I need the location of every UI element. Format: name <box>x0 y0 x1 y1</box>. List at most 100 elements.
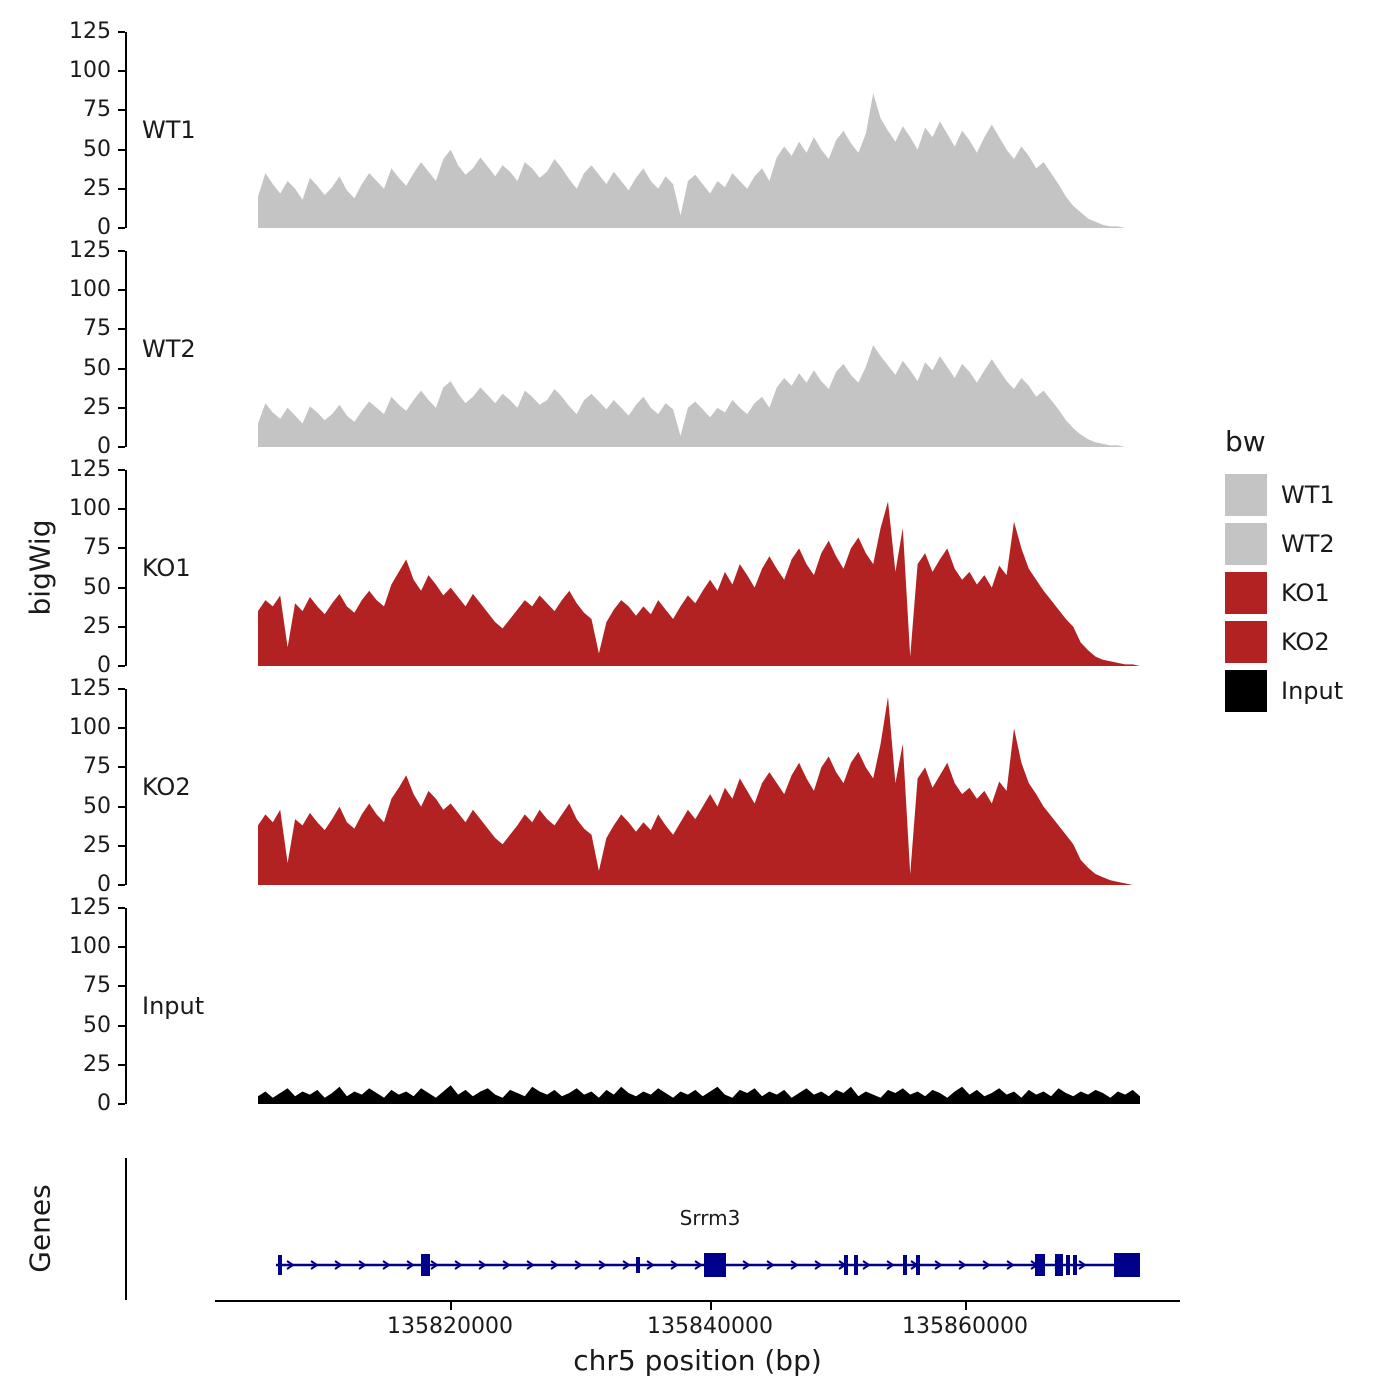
y-tick-mark <box>118 406 125 409</box>
coverage-area-ko1 <box>258 501 1140 666</box>
legend-swatch <box>1225 474 1267 516</box>
track-panel: 0 25 50 75 100 125 WT1 <box>0 19 1180 240</box>
x-tick-mark <box>710 1302 713 1310</box>
y-axis: 0 25 50 75 100 125 <box>0 19 127 240</box>
y-tick-label: 75 <box>83 535 111 561</box>
strand-arrow-icon <box>358 1260 367 1270</box>
y-tick-label: 50 <box>83 136 111 162</box>
strand-arrow-icon <box>310 1260 319 1270</box>
y-tick-label: 0 <box>97 653 111 678</box>
legend-label: KO1 <box>1281 579 1330 607</box>
track-panel: 0 25 50 75 100 125 KO1 <box>0 457 1180 678</box>
strand-arrow-icon <box>382 1260 391 1270</box>
y-tick-mark <box>118 884 125 886</box>
y-tick-mark <box>118 766 125 769</box>
track-plot <box>258 32 1140 228</box>
strand-arrow-icon <box>670 1260 679 1270</box>
y-axis: 0 25 50 75 100 125 <box>0 895 127 1116</box>
exon-box <box>421 1254 430 1276</box>
strand-arrow-icon <box>790 1260 799 1270</box>
track-plot <box>258 908 1140 1104</box>
x-tick-label: 135840000 <box>647 1314 774 1339</box>
y-tick-mark <box>118 946 125 949</box>
strand-arrow-icon <box>862 1260 871 1270</box>
y-tick-mark <box>118 844 125 847</box>
y-tick-label: 0 <box>97 434 111 459</box>
y-tick-mark <box>118 1063 125 1066</box>
strand-arrow-icon <box>958 1260 967 1270</box>
y-tick-label: 50 <box>83 793 111 819</box>
y-tick-label: 75 <box>83 754 111 780</box>
y-tick-mark <box>118 227 125 229</box>
exon-box <box>1073 1255 1077 1275</box>
track-panel: 0 25 50 75 100 125 KO2 <box>0 676 1180 897</box>
x-tick-label: 135820000 <box>386 1314 513 1339</box>
y-tick-mark <box>118 1024 125 1027</box>
strand-arrow-icon <box>502 1260 511 1270</box>
exon-box <box>903 1255 907 1275</box>
y-tick-label: 25 <box>83 832 111 858</box>
strand-arrow-icon <box>982 1260 991 1270</box>
legend-item: WT1 <box>1225 474 1395 516</box>
exon-box <box>278 1255 282 1275</box>
y-tick-label: 125 <box>69 238 111 263</box>
genes-axis-line <box>125 1158 127 1300</box>
y-tick-mark <box>118 187 125 190</box>
gene-model-svg <box>276 1253 1140 1277</box>
track-plot <box>258 251 1140 447</box>
strand-arrow-icon <box>934 1260 943 1270</box>
gene-name-label: Srrm3 <box>679 1206 741 1230</box>
y-tick-label: 75 <box>83 316 111 342</box>
y-axis: 0 25 50 75 100 125 <box>0 457 127 678</box>
y-tick-mark <box>118 328 125 331</box>
y-tick-mark <box>118 367 125 370</box>
y-tick-label: 25 <box>83 1051 111 1077</box>
strand-arrow-icon <box>478 1260 487 1270</box>
exon-box <box>854 1255 858 1275</box>
legend-label: WT2 <box>1281 530 1335 558</box>
legend-item: KO2 <box>1225 621 1395 663</box>
x-tick-mark <box>964 1302 967 1310</box>
track-label: WT1 <box>142 116 196 144</box>
exon-box <box>844 1255 848 1275</box>
exon-box <box>1066 1255 1070 1275</box>
legend-swatch <box>1225 523 1267 565</box>
x-axis-title: chr5 position (bp) <box>573 1344 822 1377</box>
strand-arrow-icon <box>1078 1260 1087 1270</box>
y-tick-mark <box>118 727 125 730</box>
gene-area: Srrm3 <box>258 1158 1140 1300</box>
y-tick-mark <box>118 665 125 667</box>
y-tick-mark <box>118 985 125 988</box>
y-tick-label: 50 <box>83 1012 111 1038</box>
exon-box <box>1055 1254 1063 1276</box>
coverage-svg <box>258 1085 1140 1104</box>
track-label: KO1 <box>142 554 191 582</box>
y-tick-mark <box>118 625 125 628</box>
exon-box <box>1035 1254 1045 1276</box>
track-plot <box>258 689 1140 885</box>
y-tick-mark <box>118 508 125 511</box>
y-tick-mark <box>118 250 125 252</box>
strand-arrow-icon <box>694 1260 703 1270</box>
track-label: KO2 <box>142 773 191 801</box>
y-tick-label: 25 <box>83 394 111 420</box>
y-axis: 0 25 50 75 100 125 <box>0 676 127 897</box>
legend: bw WT1 WT2 KO1 KO2 Input <box>1225 425 1395 719</box>
y-tick-mark <box>118 148 125 151</box>
exon-box <box>636 1257 640 1273</box>
strand-arrow-icon <box>526 1260 535 1270</box>
strand-arrow-icon <box>334 1260 343 1270</box>
y-tick-label: 125 <box>69 895 111 920</box>
legend-item: WT2 <box>1225 523 1395 565</box>
strand-arrow-icon <box>886 1260 895 1270</box>
track-label: Input <box>142 992 205 1020</box>
track-panel: 0 25 50 75 100 125 Input <box>0 895 1180 1116</box>
y-tick-label: 125 <box>69 19 111 44</box>
y-tick-label: 0 <box>97 872 111 897</box>
coverage-svg <box>258 93 1140 228</box>
y-tick-mark <box>118 1103 125 1105</box>
y-tick-label: 100 <box>69 715 111 741</box>
strand-arrow-icon <box>1006 1260 1015 1270</box>
y-tick-mark <box>118 446 125 448</box>
